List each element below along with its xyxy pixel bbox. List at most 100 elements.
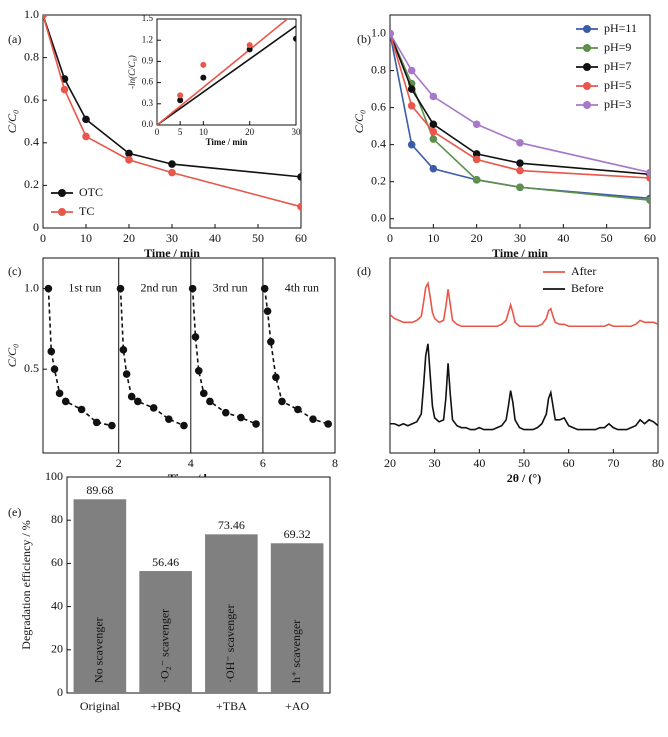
- y-tick-label: 0.8: [24, 49, 39, 63]
- marker: [267, 338, 275, 346]
- panel-label: (a): [8, 32, 21, 46]
- marker: [125, 156, 133, 164]
- marker: [199, 389, 208, 398]
- marker: [119, 346, 128, 354]
- series-line: [390, 280, 658, 328]
- marker: [309, 415, 317, 423]
- plot-area: [156, 18, 297, 126]
- x-tick-label: +TBA: [216, 699, 247, 713]
- fit-line: [157, 19, 289, 125]
- x-axis-label: 2θ / (°): [507, 471, 541, 485]
- legend-label: OTC: [79, 185, 103, 199]
- data-area: [73, 499, 324, 693]
- x-tick-label: 70: [607, 456, 619, 470]
- marker: [390, 29, 394, 38]
- x-tick-label: Original: [80, 699, 121, 713]
- bar: [270, 543, 324, 693]
- x-tick-label: 20: [384, 456, 396, 470]
- x-tick-label: 10: [199, 127, 209, 137]
- marker: [272, 373, 280, 382]
- marker: [429, 164, 438, 173]
- marker: [407, 101, 416, 110]
- marker: [92, 418, 101, 427]
- y-tick-label: 0.3: [142, 98, 154, 108]
- run-label: 1st run: [68, 280, 101, 294]
- y-tick-label: 0.2: [371, 173, 386, 187]
- data-area: [157, 19, 296, 125]
- marker: [429, 127, 438, 136]
- marker: [516, 166, 524, 175]
- legend-label: pH=9: [604, 40, 631, 54]
- y-tick-label: 0.6: [371, 99, 386, 113]
- y-tick-label: 40: [51, 598, 63, 612]
- marker: [168, 160, 176, 168]
- series-line: [43, 15, 301, 208]
- x-axis-label: Time / min: [492, 246, 548, 260]
- y-tick-label: 1.5: [142, 13, 154, 23]
- legend-label: pH=7: [604, 59, 631, 73]
- marker: [149, 404, 158, 412]
- marker: [472, 150, 481, 158]
- marker: [194, 367, 203, 375]
- value-label: 73.46: [218, 518, 245, 532]
- marker: [407, 66, 416, 75]
- marker: [246, 42, 253, 49]
- y-tick-label: 60: [51, 555, 63, 569]
- value-label: 89.68: [86, 483, 113, 497]
- marker: [177, 97, 184, 104]
- marker: [293, 35, 296, 42]
- marker: [206, 397, 214, 406]
- marker: [125, 149, 133, 158]
- y-axis-label: Degradation efficiency / %: [19, 520, 33, 649]
- x-tick-label: 30: [429, 456, 441, 470]
- marker: [221, 408, 230, 417]
- marker: [82, 132, 90, 141]
- marker: [516, 139, 524, 147]
- bar-annotation: No scavenger: [92, 617, 106, 683]
- series-line: [390, 33, 650, 179]
- y-axis-label: C/C₀: [5, 110, 19, 134]
- marker: [297, 173, 301, 181]
- plot-area: [389, 257, 659, 454]
- y-tick-label: 0.0: [371, 210, 386, 224]
- x-tick-label: 20: [123, 231, 135, 245]
- marker: [177, 92, 184, 99]
- legend: After Before: [543, 264, 604, 295]
- legend-marker: [583, 44, 591, 52]
- x-tick-label: 8: [332, 456, 338, 470]
- data-area: [390, 280, 658, 431]
- legend-marker: [583, 82, 591, 90]
- y-tick-label: 0.4: [24, 135, 39, 149]
- legend: pH=11 pH=9 pH=7 pH=5 pH=3: [576, 21, 637, 111]
- legend: OTC TC: [51, 185, 103, 218]
- marker: [60, 85, 69, 94]
- x-tick-label: 60: [563, 456, 575, 470]
- x-axis-label: Time / min: [144, 246, 200, 260]
- x-tick-label: 20: [471, 231, 483, 245]
- marker: [44, 284, 53, 293]
- y-tick-label: 0: [33, 220, 39, 234]
- y-tick-label: 0.8: [371, 62, 386, 76]
- marker: [55, 389, 64, 398]
- marker: [127, 392, 136, 401]
- y-tick-label: 1.2: [142, 34, 153, 44]
- x-tick-label: 60: [644, 231, 656, 245]
- series-line: [390, 343, 658, 431]
- legend-label: pH=11: [604, 21, 637, 35]
- data-area: [43, 15, 301, 211]
- panel-label: (e): [8, 505, 21, 519]
- marker: [472, 176, 481, 184]
- marker: [237, 413, 245, 422]
- bar: [73, 499, 127, 693]
- marker: [50, 365, 59, 373]
- legend-marker: [58, 189, 66, 197]
- data-area: [390, 29, 650, 205]
- marker: [188, 284, 197, 293]
- y-tick-label: 0.5: [24, 361, 39, 375]
- marker: [252, 420, 260, 428]
- x-tick-label: 40: [557, 231, 569, 245]
- panel-label: (b): [357, 32, 371, 46]
- x-tick-label: 30: [292, 127, 302, 137]
- x-axis-label: Time / min: [206, 137, 248, 147]
